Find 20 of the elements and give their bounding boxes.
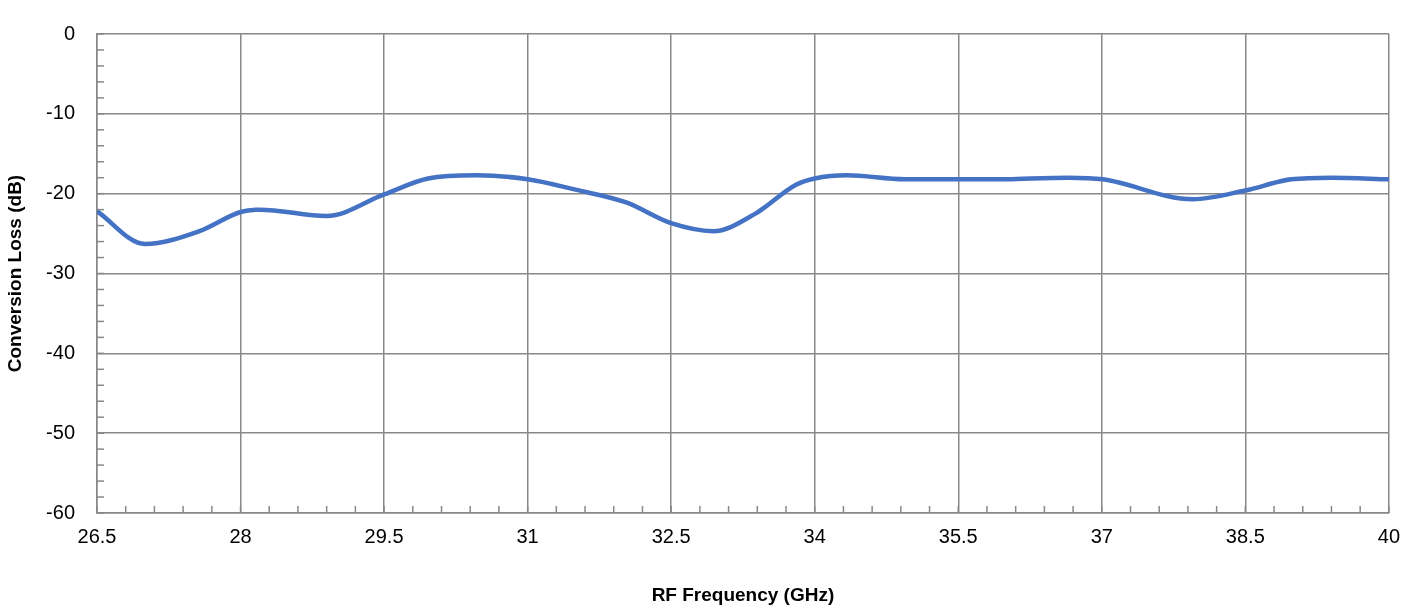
x-tick-label: 38.5	[1225, 524, 1265, 547]
y-tick-label: -20	[46, 181, 75, 204]
x-tick-label: 31	[516, 524, 539, 547]
line-series	[97, 173, 1389, 247]
y-tick-label: 0	[63, 21, 75, 44]
y-tick-label: -30	[46, 261, 75, 284]
x-tick-label: 35.5	[938, 524, 978, 547]
y-tick-label: -50	[46, 420, 75, 443]
x-tick-label: 37	[1090, 524, 1113, 547]
x-tick-label: 26.5	[77, 524, 117, 547]
x-tick-label: 34	[803, 524, 826, 547]
y-tick-label: -40	[46, 340, 75, 363]
x-tick-label: 32.5	[651, 524, 691, 547]
x-axis-title: RF Frequency (GHz)	[651, 583, 835, 605]
x-tick-label: 28	[229, 524, 252, 547]
x-tick-label: 40	[1377, 524, 1400, 547]
y-tick-label: -60	[46, 500, 75, 523]
y-tick-label: -10	[46, 101, 75, 124]
x-tick-label: 29.5	[364, 524, 404, 547]
y-axis-title: Conversion Loss (dB)	[3, 174, 25, 373]
